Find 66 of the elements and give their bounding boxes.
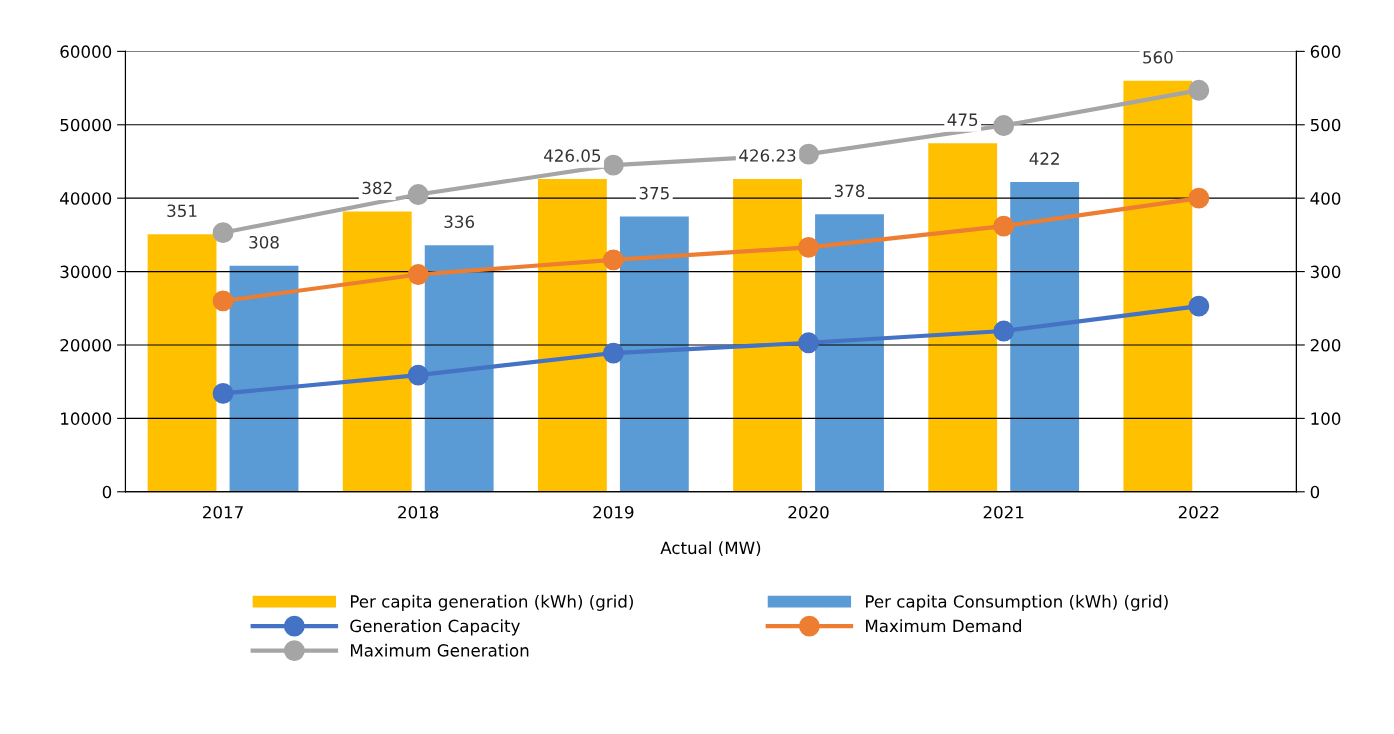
y-tick-label: 60000 — [60, 45, 112, 58]
y-tick-label: 30000 — [60, 265, 112, 279]
x-tick-label: 2021 — [983, 505, 1024, 519]
data-label: 378 — [834, 184, 865, 198]
point — [407, 184, 429, 205]
point — [602, 249, 624, 271]
data-label: 382 — [362, 181, 392, 195]
point — [993, 320, 1015, 342]
x-tick-label: 2018 — [398, 505, 439, 519]
data-label: 422 — [1029, 152, 1059, 165]
bar — [342, 211, 412, 492]
point — [798, 143, 819, 165]
bar — [537, 179, 607, 492]
y2-tick-label: 300 — [1310, 265, 1341, 279]
point — [212, 383, 234, 404]
point — [407, 364, 429, 386]
data-label: 426.05 — [544, 149, 601, 162]
data-label: 308 — [249, 235, 279, 249]
bar — [424, 245, 494, 492]
point — [212, 222, 234, 244]
y2-tick-label: 600 — [1310, 45, 1341, 58]
bar — [147, 234, 217, 492]
y2-tick-label: 200 — [1310, 338, 1341, 352]
x-axis-title: Actual (MW) — [660, 541, 761, 557]
point — [1188, 187, 1210, 209]
data-label: 336 — [444, 215, 475, 229]
bar — [928, 143, 998, 492]
data-label: 351 — [167, 204, 197, 218]
bar — [733, 178, 802, 492]
y-tick-label: 10000 — [61, 412, 112, 425]
y-tick-label: 20000 — [60, 338, 112, 352]
y2-tick-label: 0 — [1310, 485, 1320, 499]
point — [212, 290, 234, 312]
y2-tick-label: 400 — [1310, 192, 1341, 205]
point — [993, 215, 1015, 237]
point — [407, 264, 429, 285]
bar — [229, 265, 299, 492]
bar — [1123, 80, 1193, 492]
x-tick-label: 2019 — [593, 505, 634, 519]
legend-label: Generation Capacity — [350, 619, 520, 636]
point — [602, 342, 624, 364]
data-label: 375 — [639, 186, 669, 200]
data-label: 475 — [947, 113, 978, 127]
x-tick-label: 2017 — [203, 505, 243, 519]
y-tick-label: 0 — [102, 485, 112, 499]
data-label: 426.23 — [739, 149, 796, 162]
legend-label: Per capita generation (kWh) (grid) — [350, 594, 633, 611]
legend-label: Maximum Demand — [866, 619, 1021, 633]
x-tick-label: 2022 — [1178, 505, 1219, 519]
y-tick-label: 50000 — [60, 118, 112, 132]
bar — [1010, 182, 1080, 492]
point — [602, 154, 624, 176]
point — [1188, 79, 1210, 101]
y2-tick-label: 100 — [1311, 412, 1341, 425]
x-tick-label: 2020 — [788, 505, 829, 519]
legend-label: Per capita Consumption (kWh) (grid) — [866, 594, 1168, 611]
data-label: 560 — [1143, 51, 1173, 64]
point — [798, 236, 819, 258]
point — [798, 332, 819, 354]
legend-label: Maximum Generation — [350, 643, 529, 657]
point — [993, 115, 1015, 136]
point — [1188, 295, 1210, 317]
bar — [815, 214, 884, 492]
y-tick-label: 40000 — [60, 192, 112, 205]
bar — [619, 216, 689, 492]
y2-tick-label: 500 — [1310, 118, 1341, 132]
